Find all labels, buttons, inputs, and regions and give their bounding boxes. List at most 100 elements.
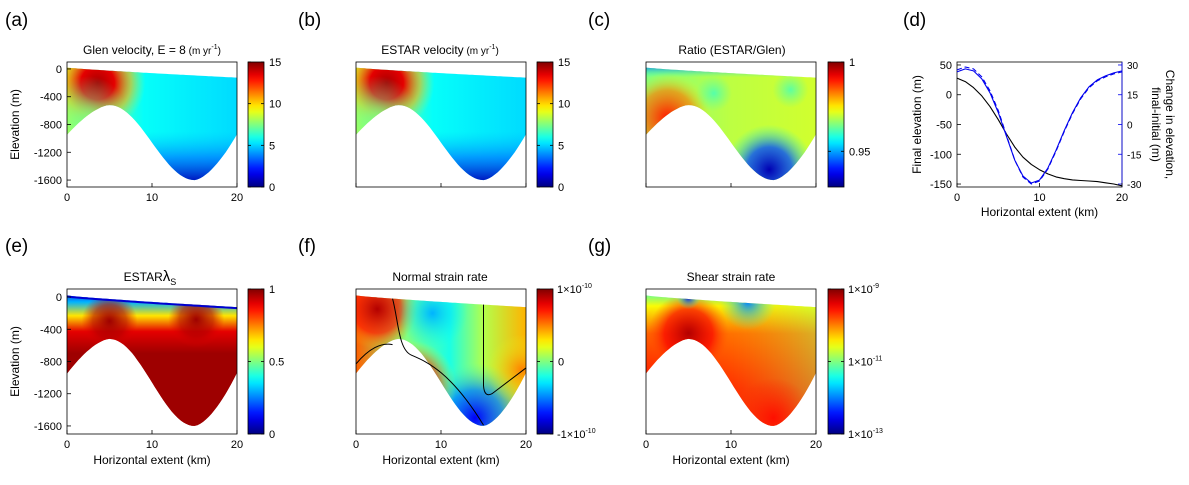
panel-label: (d) (903, 10, 926, 31)
colorbar-tick-label: 0 (558, 357, 564, 369)
x-tick-label: 20 (520, 439, 532, 451)
field (356, 67, 526, 181)
y-tick-label: -400 (40, 324, 62, 336)
zero-contour (483, 304, 527, 396)
series-line-2 (956, 66, 1123, 185)
heatmap-panel: 0 10 20 Horizontal extent (km) (643, 288, 822, 467)
y-tick-label: -800 (40, 120, 62, 132)
zero-contour (392, 298, 484, 426)
y-tick-label: -1200 (34, 147, 62, 159)
x-axis-label: Horizontal extent (km) (672, 453, 789, 467)
chart-title: ESTARλS (124, 268, 177, 287)
y-tick-label: -800 (40, 357, 62, 369)
colorbar: 15 10 5 0 (247, 57, 281, 194)
chart-title: Normal strain rate (392, 270, 488, 284)
field (356, 295, 526, 426)
y-axis-label: Elevation (m) (8, 326, 22, 397)
x-tick-label: 10 (146, 192, 158, 204)
colorbar: 1×10-10 0 -1×10-10 (536, 283, 596, 441)
y-tick-label: -1600 (34, 175, 62, 187)
heatmap-panel (355, 61, 527, 188)
x-axis-label: Horizontal extent (km) (981, 205, 1098, 219)
x-tick-label: 10 (1033, 192, 1045, 204)
x-tick-label: 10 (435, 439, 447, 451)
colorbar-tick-label: 10 (558, 99, 570, 111)
y-tick-label: 0 (56, 64, 62, 76)
x-tick-label: 0 (64, 439, 70, 451)
x-tick-label: 20 (810, 439, 822, 451)
y-tick-label: 0 (56, 292, 62, 304)
panel-label: (a) (5, 10, 28, 31)
colorbar-tick-label: 1×10-13 (848, 428, 883, 441)
colorbar-tick-label: 15 (269, 57, 281, 69)
x-tick-label: 10 (146, 439, 158, 451)
x-tick-label: 0 (353, 439, 359, 451)
line-chart: 50 0 -50 -100 -150 30 15 0 -15 -30 0 10 20 Horizontal… (910, 60, 1177, 219)
colorbar: 1×10-9 1×10-11 1×10-13 (827, 283, 883, 441)
panel-label: (c) (588, 10, 610, 31)
x-axis-label: Horizontal extent (km) (93, 453, 210, 467)
colorbar-tick-label: 0.95 (849, 146, 870, 158)
colorbar: 15 10 5 0 (536, 57, 570, 194)
colorbar-tick-label: 5 (269, 140, 275, 152)
panel-label: (f) (298, 236, 316, 257)
colorbar-tick-label: 0.5 (269, 357, 284, 369)
colorbar-tick-label: 10 (269, 99, 281, 111)
chart-title: Glen velocity, E = 8 (m yr-1) (83, 43, 221, 57)
field (67, 67, 237, 181)
series-line-1 (956, 68, 1123, 184)
x-tick-label: 20 (231, 439, 243, 451)
field (646, 67, 816, 181)
panel-label: (e) (5, 236, 28, 257)
y-tick-label: -100 (930, 149, 952, 161)
y2-tick-label: 30 (1127, 61, 1139, 72)
x-tick-label: 20 (1116, 192, 1128, 204)
y-tick-label: -1200 (34, 389, 62, 401)
colorbar-tick-label: 0 (269, 182, 275, 194)
series-line-0 (956, 77, 1123, 187)
colorbar-tick-label: 1 (849, 57, 855, 69)
colorbar-tick-label: 1×10-9 (848, 283, 879, 296)
y-tick-label: 0 (946, 90, 952, 102)
zero-contour (355, 343, 393, 365)
colorbar-tick-label: 0 (269, 429, 275, 441)
chart-title: ESTAR velocity (m yr-1) (381, 43, 499, 57)
x-tick-label: 10 (725, 439, 737, 451)
y2-tick-label: 15 (1127, 91, 1139, 102)
y-tick-label: -50 (936, 120, 952, 132)
x-tick-label: 0 (64, 192, 70, 204)
y2-axis-label: final-initial (m) (1149, 87, 1163, 162)
heatmap-panel: 0 10 20 Horizontal extent (km) (353, 288, 532, 467)
colorbar-tick-label: 15 (558, 57, 570, 69)
colorbar: 10.95 (827, 57, 870, 188)
y-tick-label: -400 (40, 92, 62, 104)
colorbar-scale (247, 61, 265, 188)
colorbar-tick-label: -1×10-10 (557, 428, 596, 441)
colorbar-scale (536, 61, 554, 188)
colorbar: 10.50 (247, 284, 284, 441)
y2-tick-label: -15 (1127, 150, 1142, 161)
panel-label: (b) (298, 10, 321, 31)
colorbar-tick-label: 1×10-10 (557, 283, 592, 296)
y-tick-label: -150 (930, 179, 952, 191)
colorbar-tick-label: 0 (558, 182, 564, 194)
panel-label: (g) (588, 236, 611, 257)
colorbar-tick-label: 1 (269, 284, 275, 296)
y2-tick-label: -30 (1127, 180, 1142, 191)
heatmap-panel (645, 61, 817, 188)
y2-tick-label: 0 (1127, 121, 1133, 132)
y-axis-label: Elevation (m) (8, 89, 22, 160)
field (646, 295, 816, 426)
x-tick-label: 0 (643, 439, 649, 451)
y-tick-label: 50 (940, 60, 952, 72)
x-axis-label: Horizontal extent (km) (382, 453, 499, 467)
chart-title: Shear strain rate (687, 270, 776, 284)
y-axis-label: Final elevation (m) (910, 75, 924, 174)
y-tick-label: -1600 (34, 421, 62, 433)
colorbar-tick-label: 5 (558, 140, 564, 152)
colorbar-scale (827, 61, 845, 188)
colorbar-tick-label: 1×10-11 (848, 356, 883, 369)
